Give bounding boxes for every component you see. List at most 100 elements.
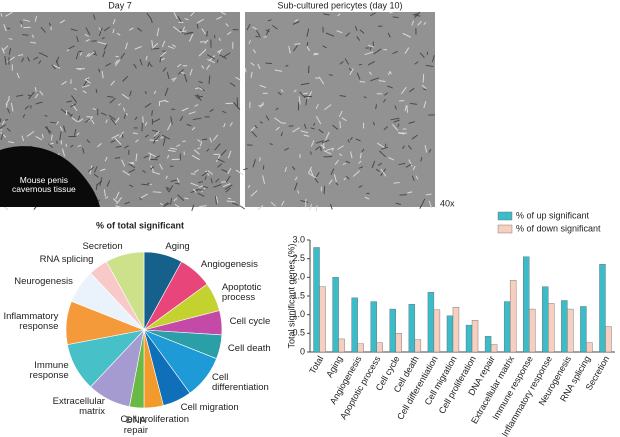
cell bbox=[324, 104, 332, 111]
cell bbox=[255, 36, 261, 38]
bar bbox=[351, 297, 358, 353]
cell bbox=[274, 117, 282, 124]
cell bbox=[265, 62, 272, 65]
cell bbox=[336, 30, 343, 34]
cell bbox=[3, 24, 7, 32]
cell bbox=[167, 45, 175, 50]
cell bbox=[135, 153, 138, 162]
pie-label: Cell proliferation bbox=[120, 414, 190, 426]
cell bbox=[332, 124, 339, 130]
cell bbox=[153, 90, 157, 95]
cell bbox=[26, 130, 35, 137]
cell bbox=[251, 130, 258, 138]
cell bbox=[186, 123, 192, 127]
cell bbox=[313, 53, 319, 56]
cell bbox=[194, 95, 203, 98]
cell bbox=[364, 196, 370, 200]
cell bbox=[306, 45, 311, 52]
cell bbox=[257, 63, 261, 70]
cell bbox=[104, 156, 108, 162]
cell bbox=[27, 56, 30, 62]
cell bbox=[84, 78, 91, 84]
cell bbox=[344, 58, 350, 65]
legend-swatch bbox=[497, 211, 513, 221]
cell bbox=[218, 50, 221, 55]
cell bbox=[176, 177, 180, 183]
cell bbox=[262, 175, 266, 184]
cell bbox=[221, 110, 227, 114]
cell bbox=[165, 175, 168, 179]
cell bbox=[352, 170, 360, 177]
cell bbox=[128, 168, 136, 173]
cell bbox=[367, 60, 375, 66]
cell bbox=[222, 183, 231, 188]
bar bbox=[370, 301, 377, 353]
cell bbox=[21, 135, 25, 142]
cell bbox=[316, 172, 320, 177]
x-tick-label: Aging bbox=[324, 354, 344, 379]
cell bbox=[292, 127, 300, 133]
cell bbox=[177, 69, 184, 75]
cell bbox=[198, 87, 203, 91]
cell bbox=[120, 52, 126, 59]
cell bbox=[22, 34, 29, 36]
cell bbox=[323, 150, 332, 155]
cell bbox=[38, 60, 42, 65]
bar bbox=[452, 307, 460, 353]
cell bbox=[8, 38, 13, 40]
cell bbox=[392, 50, 398, 55]
cell bbox=[142, 170, 146, 174]
caption: Sub-cultured pericytes (day 10) bbox=[277, 0, 402, 10]
pie-label: Secretion bbox=[82, 240, 123, 252]
cell bbox=[33, 56, 39, 61]
cell bbox=[190, 190, 198, 193]
cell bbox=[356, 72, 361, 80]
bar bbox=[338, 338, 345, 353]
cell bbox=[325, 131, 330, 141]
cell bbox=[151, 42, 159, 49]
bar bbox=[490, 344, 498, 353]
cell bbox=[378, 150, 386, 158]
caption: Day 7 bbox=[108, 0, 132, 10]
legend-swatch bbox=[497, 224, 513, 234]
cell bbox=[75, 52, 79, 60]
cell bbox=[139, 58, 143, 66]
cell bbox=[103, 44, 108, 50]
cell bbox=[243, 167, 248, 171]
cell bbox=[172, 26, 181, 33]
cell bbox=[112, 28, 115, 34]
cell bbox=[98, 68, 101, 73]
bar bbox=[484, 336, 492, 353]
cell bbox=[209, 108, 214, 113]
cell bbox=[115, 205, 121, 208]
cell bbox=[405, 163, 412, 168]
cell bbox=[387, 71, 391, 76]
cell bbox=[225, 175, 231, 183]
cell bbox=[425, 193, 432, 196]
cell bbox=[216, 59, 219, 63]
cell bbox=[218, 37, 222, 42]
cell bbox=[328, 74, 333, 76]
cell bbox=[46, 126, 51, 135]
cell bbox=[370, 77, 380, 82]
cell bbox=[70, 144, 74, 148]
y-tick-label: 2.5 bbox=[292, 253, 305, 263]
cell bbox=[328, 179, 333, 185]
cell bbox=[93, 166, 98, 173]
cell bbox=[110, 139, 116, 143]
cell bbox=[114, 59, 119, 65]
cell bbox=[196, 93, 202, 102]
cell bbox=[196, 96, 200, 100]
cell bbox=[150, 166, 155, 170]
cell bbox=[391, 124, 399, 131]
cell bbox=[330, 168, 335, 176]
cell bbox=[339, 94, 346, 98]
cell bbox=[369, 46, 373, 51]
cell bbox=[55, 121, 60, 125]
cell bbox=[190, 11, 195, 17]
cell bbox=[193, 188, 197, 193]
cell bbox=[137, 27, 143, 32]
pie-title: % of total significant bbox=[96, 220, 184, 230]
cell bbox=[319, 146, 322, 152]
